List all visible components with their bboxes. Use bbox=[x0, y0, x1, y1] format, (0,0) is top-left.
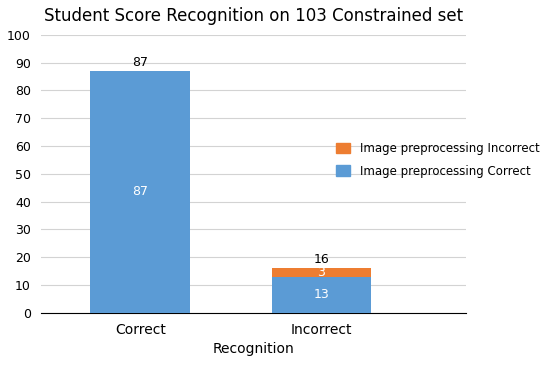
Text: 13: 13 bbox=[313, 288, 329, 301]
Bar bbox=[272, 268, 371, 277]
Bar bbox=[272, 277, 371, 313]
Text: 16: 16 bbox=[313, 253, 329, 266]
Text: 3: 3 bbox=[317, 266, 325, 279]
Bar bbox=[90, 71, 190, 313]
Text: 87: 87 bbox=[132, 56, 148, 69]
X-axis label: Recognition: Recognition bbox=[213, 342, 294, 356]
Title: Student Score Recognition on 103 Constrained set: Student Score Recognition on 103 Constra… bbox=[44, 7, 463, 25]
Legend: Image preprocessing Incorrect, Image preprocessing Correct: Image preprocessing Incorrect, Image pre… bbox=[336, 142, 539, 178]
Text: 87: 87 bbox=[132, 185, 148, 198]
